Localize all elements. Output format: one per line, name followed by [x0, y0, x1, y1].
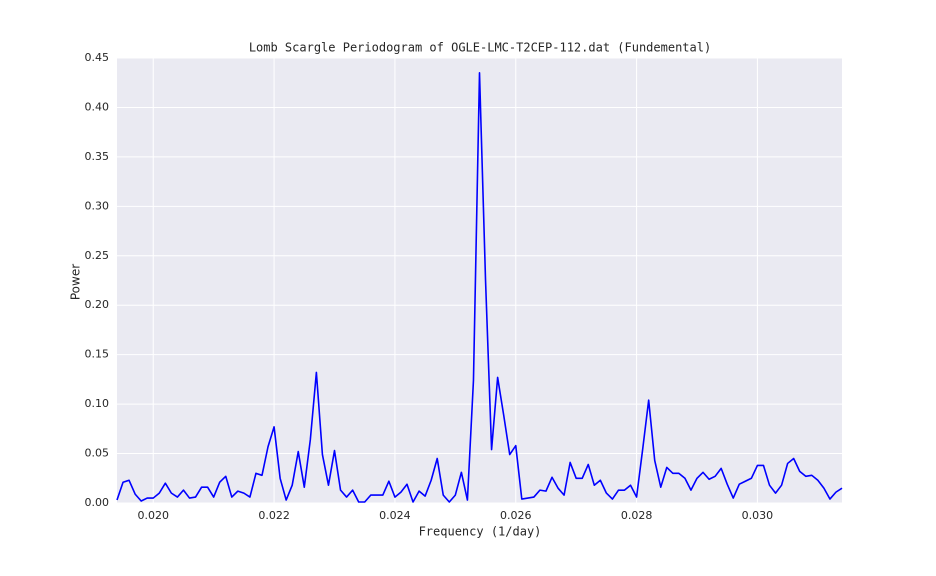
y-axis-label: Power [69, 264, 83, 300]
y-tick-label: 0.15 [85, 348, 110, 361]
y-tick-label: 0.45 [85, 51, 110, 64]
y-tick-label: 0.00 [85, 496, 110, 509]
x-tick-label: 0.028 [621, 509, 653, 522]
data-line [116, 72, 843, 503]
y-tick-label: 0.40 [85, 100, 110, 113]
x-axis-label: Frequency (1/day) [419, 525, 542, 539]
x-tick-label: 0.024 [379, 509, 411, 522]
y-tick-label: 0.30 [85, 199, 110, 212]
y-tick-label: 0.05 [85, 447, 110, 460]
chart-title: Lomb Scargle Periodogram of OGLE-LMC-T2C… [249, 41, 711, 55]
y-tick-label: 0.25 [85, 249, 110, 262]
x-tick-label: 0.022 [258, 509, 290, 522]
x-tick-label: 0.020 [138, 509, 170, 522]
y-tick-label: 0.35 [85, 150, 110, 163]
y-tick-label: 0.20 [85, 298, 110, 311]
y-tick-label: 0.10 [85, 397, 110, 410]
x-tick-label: 0.026 [500, 509, 532, 522]
x-tick-label: 0.030 [742, 509, 774, 522]
plot-area [117, 58, 842, 503]
